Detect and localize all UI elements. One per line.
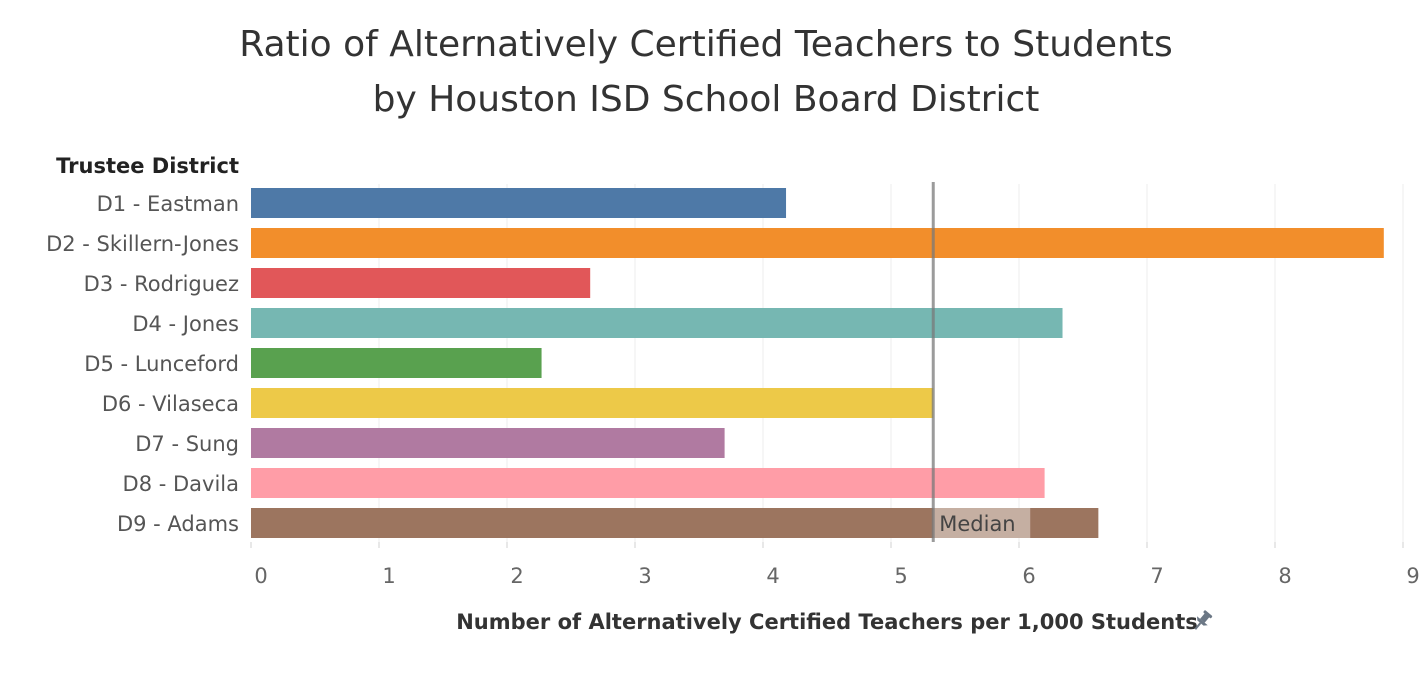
category-label: D7 - Sung	[135, 432, 239, 456]
x-tick-labels: 0 1 2 3 4 5 6 7 8 9	[250, 542, 1420, 588]
x-tick-label: 2	[510, 564, 523, 588]
chart-title: Ratio of Alternatively Certified Teacher…	[239, 24, 1173, 65]
bar	[251, 268, 591, 298]
row-header: Trustee District	[56, 154, 239, 178]
reference-line-group: Median	[931, 182, 1031, 542]
bar	[251, 348, 542, 378]
median-label-background	[933, 508, 1031, 538]
bars	[251, 188, 1384, 538]
category-label: D3 - Rodriguez	[84, 272, 239, 296]
category-label: D1 - Eastman	[97, 192, 239, 216]
x-tick-label: 9	[1406, 564, 1419, 588]
category-label: D9 - Adams	[117, 512, 239, 536]
x-axis-title: Number of Alternatively Certified Teache…	[456, 610, 1198, 634]
bar	[251, 468, 1045, 498]
chart-subtitle: by Houston ISD School Board District	[373, 79, 1040, 120]
bar	[251, 308, 1063, 338]
bar	[251, 388, 934, 418]
x-tick-label: 6	[1022, 564, 1035, 588]
pin-icon[interactable]	[1190, 609, 1214, 634]
x-tick-label: 1	[382, 564, 395, 588]
bar	[251, 428, 725, 458]
bar	[251, 228, 1384, 258]
category-label: D6 - Vilaseca	[102, 392, 239, 416]
bar	[251, 188, 787, 218]
category-label: D4 - Jones	[132, 312, 239, 336]
median-label: Median	[939, 512, 1015, 536]
category-label: D5 - Lunceford	[84, 352, 239, 376]
x-tick-label: 4	[766, 564, 779, 588]
x-tick-label: 7	[1150, 564, 1163, 588]
category-label: D8 - Davila	[123, 472, 239, 496]
x-tick-label: 0	[254, 564, 267, 588]
category-labels: D1 - Eastman D2 - Skillern-Jones D3 - Rodr…	[46, 192, 239, 536]
x-tick-label: 5	[894, 564, 907, 588]
category-label: D2 - Skillern-Jones	[46, 232, 239, 256]
bar	[251, 508, 1099, 538]
x-tick-label: 8	[1278, 564, 1291, 588]
x-tick-label: 3	[638, 564, 651, 588]
